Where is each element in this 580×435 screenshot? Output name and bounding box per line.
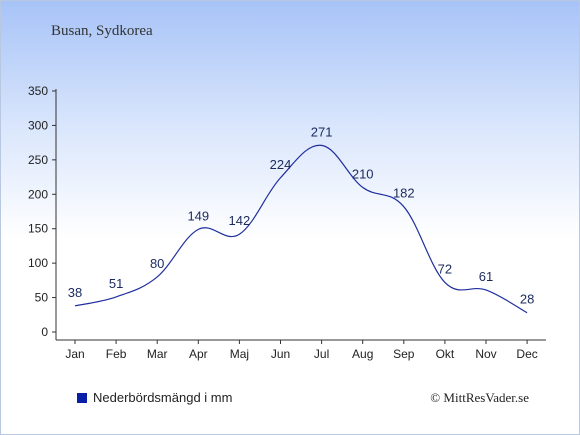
data-label: 210 (352, 166, 374, 181)
legend: Nederbördsmängd i mm (77, 390, 232, 405)
series (74, 144, 528, 314)
x-tick-label: Jan (65, 347, 84, 361)
x-tick-label: Mar (147, 347, 168, 361)
data-label: 271 (311, 124, 333, 139)
y-tick-label: 100 (28, 256, 48, 270)
data-label: 28 (520, 292, 534, 307)
data-label: 80 (150, 256, 164, 271)
y-tick-label: 200 (28, 187, 48, 201)
legend-label: Nederbördsmängd i mm (93, 390, 233, 405)
data-label: 61 (479, 269, 493, 284)
data-label: 182 (393, 186, 415, 201)
x-tick-label: Jul (314, 347, 329, 361)
y-tick-label: 50 (35, 291, 49, 305)
data-label: 38 (68, 285, 82, 300)
data-label: 142 (229, 213, 251, 228)
data-labels: 38 51 80 149 142 224 271 210 182 72 61 28 (68, 124, 535, 306)
legend-swatch (77, 392, 87, 403)
x-tick-label: Jun (271, 347, 290, 361)
y-tick-label: 0 (41, 325, 48, 339)
y-tick-label: 250 (28, 153, 48, 167)
x-tick-label: Apr (189, 347, 208, 361)
data-label: 72 (438, 261, 452, 276)
series-line-precipitation (74, 144, 528, 314)
x-tick-label: Nov (475, 347, 496, 361)
x-tick-label: Maj (230, 347, 249, 361)
chart-subtitle: Busan, Sydkorea (51, 23, 153, 39)
x-tick-label: Sep (393, 347, 415, 361)
x-tick-label: Aug (352, 347, 373, 361)
x-tick-label: Dec (516, 347, 537, 361)
copyright-notice: © MittResVader.se (430, 390, 529, 405)
x-tick-label: Okt (436, 347, 455, 361)
y-tick-label: 350 (28, 84, 48, 98)
axes: 0 50 100 150 200 250 300 350 Jan Feb Mar Apr Maj Jun J… (28, 84, 546, 361)
y-tick-label: 300 (28, 118, 48, 132)
data-label: 224 (270, 157, 292, 172)
data-label: 149 (187, 208, 209, 223)
data-label: 51 (109, 276, 123, 291)
y-tick-label: 150 (28, 222, 48, 236)
x-tick-label: Feb (106, 347, 127, 361)
